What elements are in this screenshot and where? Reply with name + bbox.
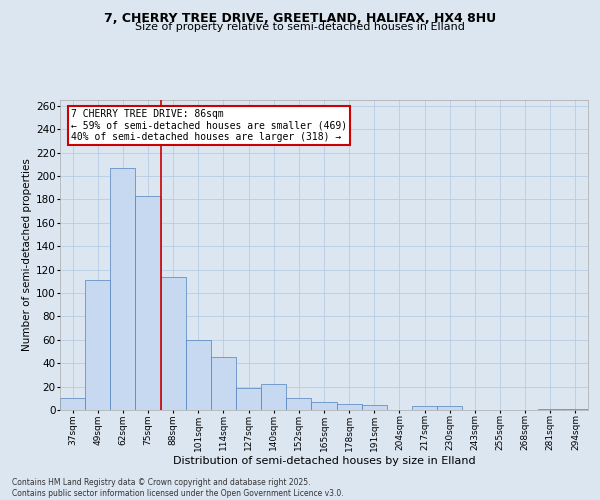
Bar: [85, 280, 110, 410]
Bar: [161, 276, 186, 410]
Bar: [311, 402, 337, 410]
Bar: [110, 168, 136, 410]
Bar: [337, 404, 362, 410]
Text: 7 CHERRY TREE DRIVE: 86sqm
← 59% of semi-detached houses are smaller (469)
40% o: 7 CHERRY TREE DRIVE: 86sqm ← 59% of semi…: [71, 110, 347, 142]
Y-axis label: Number of semi-detached properties: Number of semi-detached properties: [22, 158, 32, 352]
Text: Size of property relative to semi-detached houses in Elland: Size of property relative to semi-detach…: [135, 22, 465, 32]
Bar: [136, 196, 161, 410]
Bar: [412, 406, 437, 410]
Bar: [362, 406, 387, 410]
Bar: [261, 384, 286, 410]
Bar: [211, 358, 236, 410]
X-axis label: Distribution of semi-detached houses by size in Elland: Distribution of semi-detached houses by …: [173, 456, 475, 466]
Text: 7, CHERRY TREE DRIVE, GREETLAND, HALIFAX, HX4 8HU: 7, CHERRY TREE DRIVE, GREETLAND, HALIFAX…: [104, 12, 496, 26]
Bar: [286, 398, 311, 410]
Bar: [563, 409, 588, 410]
Bar: [186, 340, 211, 410]
Bar: [538, 409, 563, 410]
Bar: [437, 406, 462, 410]
Bar: [236, 388, 261, 410]
Bar: [60, 398, 85, 410]
Text: Contains HM Land Registry data © Crown copyright and database right 2025.
Contai: Contains HM Land Registry data © Crown c…: [12, 478, 344, 498]
